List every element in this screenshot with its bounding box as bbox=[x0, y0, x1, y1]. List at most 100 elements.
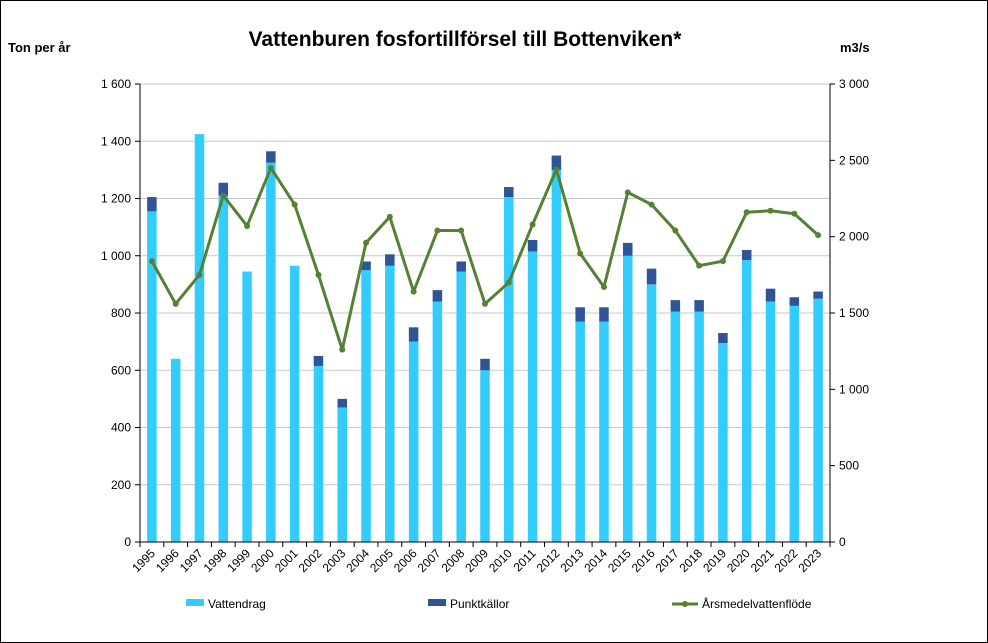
bar-vattendrag-2017 bbox=[670, 311, 681, 542]
point-arsmedelvattenflode-2012 bbox=[553, 166, 560, 173]
bar-vattendrag-1995 bbox=[147, 211, 157, 542]
bar-vattendrag-2007 bbox=[432, 301, 443, 542]
x-tick-label-2004: 2004 bbox=[343, 546, 372, 575]
point-arsmedelvattenflode-2009 bbox=[482, 300, 488, 307]
x-tick-label-2020: 2020 bbox=[724, 546, 753, 575]
left-axis-title: Ton per år bbox=[8, 40, 71, 55]
point-arsmedelvattenflode-2013 bbox=[577, 250, 584, 257]
bars bbox=[147, 134, 823, 543]
x-tick-label-2003: 2003 bbox=[320, 546, 349, 575]
bar-vattendrag-2005 bbox=[385, 265, 395, 542]
gridlines bbox=[140, 83, 830, 486]
point-arsmedelvattenflode-1997 bbox=[196, 271, 203, 278]
right-tick-label: 2 000 bbox=[839, 230, 869, 244]
point-arsmedelvattenflode-2015 bbox=[624, 189, 631, 196]
legend-swatch-punktkällor bbox=[428, 599, 446, 606]
left-tick-label: 1 200 bbox=[101, 192, 131, 206]
x-tick-label-2016: 2016 bbox=[629, 546, 658, 575]
bar-punktkällor-1998 bbox=[218, 182, 229, 196]
bar-vattendrag-2002 bbox=[313, 365, 324, 542]
point-arsmedelvattenflode-2007 bbox=[434, 227, 441, 234]
point-arsmedelvattenflode-2021 bbox=[767, 207, 774, 214]
point-arsmedelvattenflode-2023 bbox=[815, 232, 822, 239]
left-tick-label: 1 400 bbox=[101, 134, 131, 148]
point-arsmedelvattenflode-2005 bbox=[386, 213, 393, 220]
bar-vattendrag-1999 bbox=[242, 271, 252, 542]
bar-punktkällor-1995 bbox=[147, 197, 157, 212]
left-tick-label: 400 bbox=[111, 421, 131, 435]
bar-vattendrag-2020 bbox=[741, 260, 752, 542]
bar-vattendrag-2011 bbox=[527, 251, 538, 543]
x-tick-label-2008: 2008 bbox=[439, 546, 468, 575]
bar-vattendrag-2022 bbox=[789, 305, 800, 542]
left-tick-label: 1 600 bbox=[101, 77, 131, 91]
right-tick-label: 0 bbox=[839, 535, 846, 549]
point-arsmedelvattenflode-1998 bbox=[220, 192, 227, 199]
bar-vattendrag-1997 bbox=[194, 134, 205, 542]
x-tick-label-2013: 2013 bbox=[558, 546, 587, 575]
x-tick-label-2000: 2000 bbox=[248, 546, 277, 575]
left-tick-label: 600 bbox=[111, 363, 131, 377]
bar-vattendrag-2018 bbox=[694, 311, 704, 542]
point-arsmedelvattenflode-1995 bbox=[148, 258, 155, 265]
bar-punktkällor-2023 bbox=[813, 291, 823, 299]
x-tick-label-1996: 1996 bbox=[153, 546, 182, 575]
bar-vattendrag-2013 bbox=[575, 321, 585, 542]
bar-punktkällor-2018 bbox=[694, 300, 704, 312]
x-tick-label-2005: 2005 bbox=[367, 546, 396, 575]
x-tick-label-2022: 2022 bbox=[772, 546, 801, 575]
x-tick-label-1997: 1997 bbox=[177, 546, 206, 575]
bar-punktkällor-2017 bbox=[670, 300, 681, 312]
bar-vattendrag-2009 bbox=[480, 370, 490, 542]
right-axis-title: m3/s bbox=[840, 40, 870, 55]
x-tick-label-2014: 2014 bbox=[581, 546, 610, 575]
bar-vattendrag-2016 bbox=[646, 284, 657, 542]
bar-vattendrag-2008 bbox=[456, 271, 466, 542]
point-arsmedelvattenflode-2018 bbox=[696, 262, 703, 269]
bar-vattendrag-2004 bbox=[361, 270, 371, 542]
bar-vattendrag-2003 bbox=[337, 407, 347, 542]
bar-punktkällor-2014 bbox=[599, 307, 609, 322]
right-tick-label: 500 bbox=[839, 459, 859, 473]
bar-punktkällor-2015 bbox=[623, 242, 633, 256]
x-tick-label-2009: 2009 bbox=[462, 546, 491, 575]
chart-title: Vattenburen fosfortillförsel till Botten… bbox=[249, 28, 683, 51]
x-tick-label-2017: 2017 bbox=[653, 546, 682, 575]
bar-punktkällor-2009 bbox=[480, 358, 490, 371]
bar-punktkällor-2007 bbox=[432, 290, 443, 302]
right-tick-label: 1 500 bbox=[839, 306, 869, 320]
bar-vattendrag-2001 bbox=[289, 265, 300, 542]
bar-vattendrag-2010 bbox=[504, 197, 514, 542]
point-arsmedelvattenflode-1999 bbox=[244, 222, 251, 229]
point-arsmedelvattenflode-2000 bbox=[267, 164, 274, 171]
x-tick-label-2002: 2002 bbox=[296, 546, 325, 575]
bar-punktkällor-2002 bbox=[313, 355, 324, 366]
bar-vattendrag-2019 bbox=[718, 343, 728, 542]
bar-vattendrag-2015 bbox=[623, 255, 633, 542]
point-arsmedelvattenflode-2002 bbox=[315, 271, 322, 278]
x-tick-label-2010: 2010 bbox=[486, 546, 515, 575]
x-tick-label-1999: 1999 bbox=[224, 546, 253, 575]
left-tick-label: 800 bbox=[111, 306, 131, 320]
bar-vattendrag-2021 bbox=[765, 301, 776, 542]
point-arsmedelvattenflode-2001 bbox=[291, 201, 298, 208]
point-arsmedelvattenflode-2010 bbox=[505, 279, 512, 286]
bar-punktkällor-2004 bbox=[361, 261, 371, 271]
legend-marker-årsmedelvattenflöde bbox=[682, 601, 688, 607]
bar-punktkällor-2022 bbox=[789, 297, 800, 306]
legend-label-punktkällor: Punktkällor bbox=[450, 597, 509, 611]
bar-punktkällor-2000 bbox=[266, 151, 276, 163]
point-arsmedelvattenflode-2008 bbox=[458, 227, 465, 234]
point-arsmedelvattenflode-2014 bbox=[600, 284, 607, 291]
bar-vattendrag-2012 bbox=[551, 169, 562, 542]
bar-punktkällor-2021 bbox=[765, 288, 776, 302]
x-tick-label-2018: 2018 bbox=[676, 546, 705, 575]
point-arsmedelvattenflode-2003 bbox=[339, 346, 346, 353]
bar-vattendrag-2006 bbox=[408, 341, 419, 542]
legend-swatch-vattendrag bbox=[186, 599, 204, 606]
bar-vattendrag-1996 bbox=[170, 358, 181, 542]
point-arsmedelvattenflode-1996 bbox=[172, 300, 179, 307]
right-tick-label: 1 000 bbox=[839, 382, 869, 396]
bar-vattendrag-2000 bbox=[266, 162, 276, 542]
